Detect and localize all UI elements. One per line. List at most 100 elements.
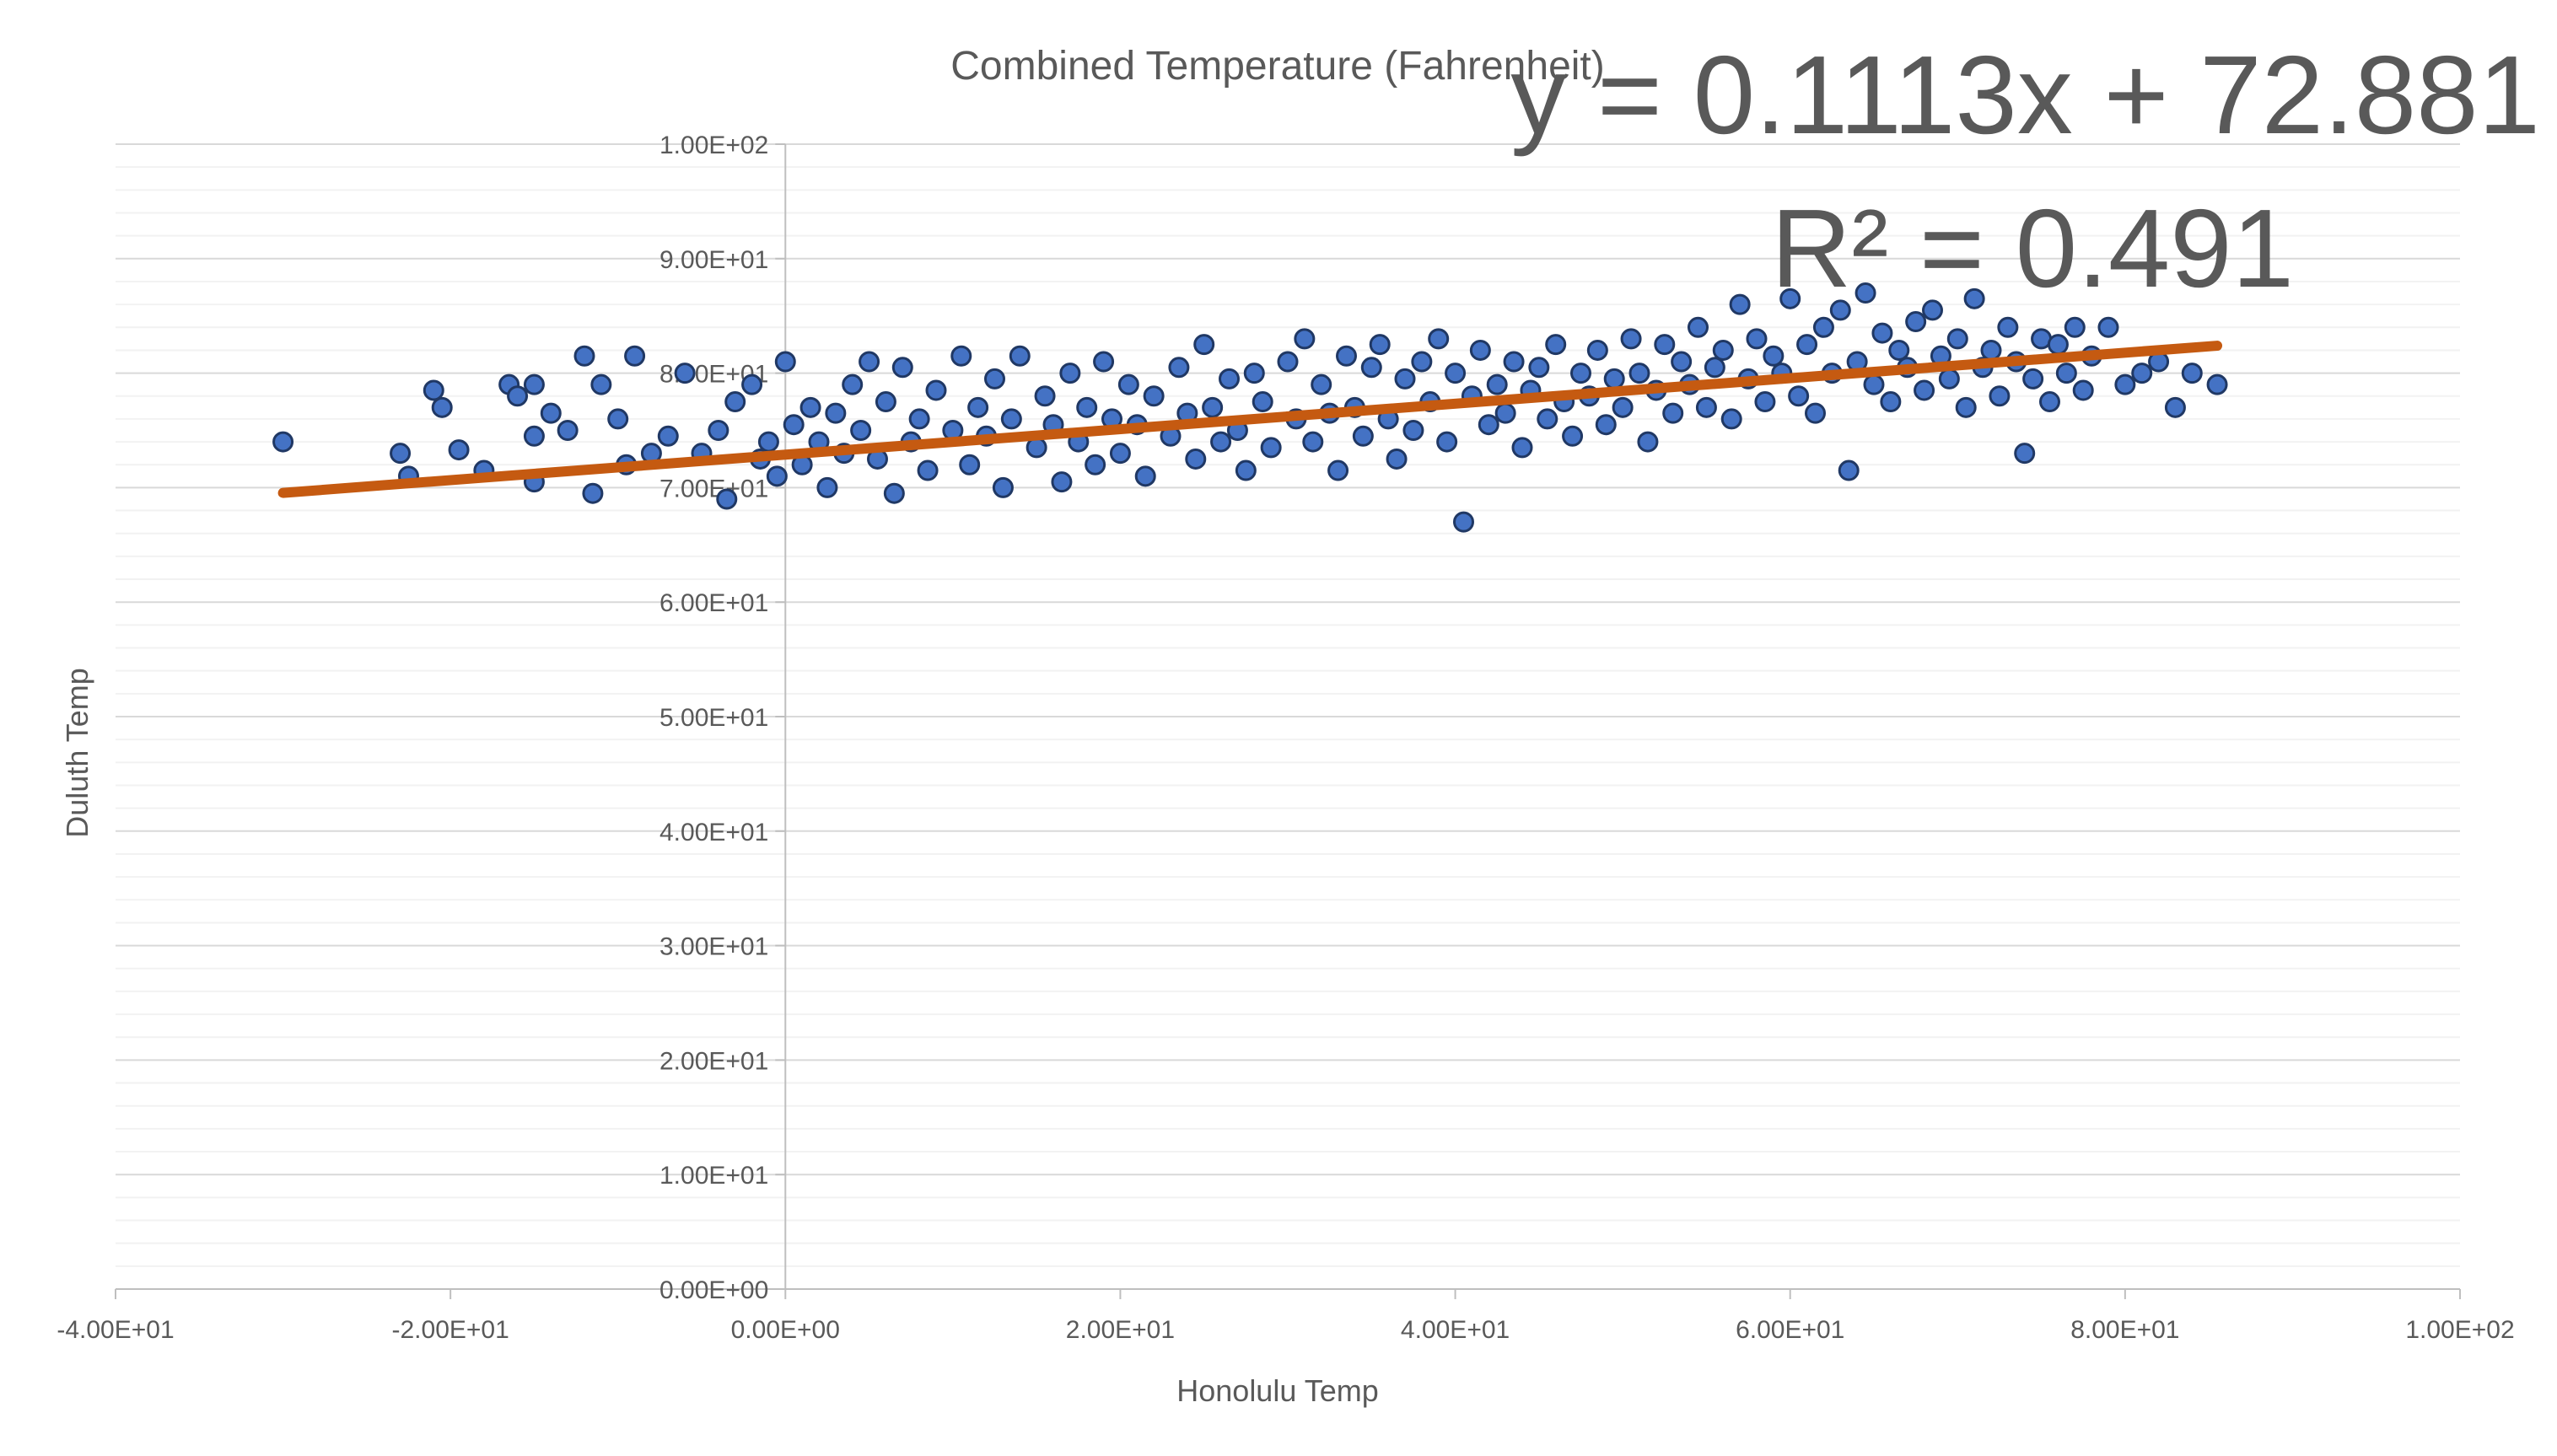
data-point	[1294, 328, 1316, 350]
data-point	[624, 345, 646, 367]
y-axis-ticks: 0.00E+00 1.00E+01 2.00E+01 3.00E+01 4.00E+01…	[659, 132, 786, 1304]
data-point	[1311, 373, 1332, 395]
data-point	[1688, 316, 1709, 338]
data-point	[1503, 351, 1525, 373]
data-point	[1327, 459, 1349, 481]
x-tick-label: -2.00E+01	[392, 1316, 509, 1344]
data-point	[1034, 385, 1056, 407]
data-point	[724, 391, 746, 413]
data-point	[1704, 357, 1725, 379]
data-point	[1637, 431, 1659, 453]
data-point	[875, 391, 896, 413]
data-point	[2114, 373, 2136, 395]
data-point	[842, 373, 864, 395]
x-tick-label: 1.00E+02	[2405, 1316, 2514, 1344]
data-point	[507, 385, 529, 407]
data-point	[2164, 396, 2186, 418]
data-point	[1586, 339, 1608, 361]
data-point	[1654, 334, 1676, 356]
data-point	[1134, 465, 1156, 487]
data-point	[1922, 299, 1943, 321]
data-point	[1277, 351, 1299, 373]
data-point	[908, 408, 930, 430]
data-point	[1720, 408, 1742, 430]
data-point	[1386, 448, 1408, 470]
data-point	[540, 402, 562, 424]
data-point	[1746, 328, 1768, 350]
data-point	[2181, 363, 2203, 384]
data-point	[2072, 379, 2094, 401]
data-point	[1352, 425, 1374, 447]
data-point	[1545, 334, 1567, 356]
data-point	[1980, 339, 2002, 361]
data-point	[917, 459, 939, 481]
x-tick-label: 6.00E+01	[1736, 1316, 1844, 1344]
data-point	[1562, 425, 1584, 447]
data-point	[1914, 379, 1935, 401]
data-point	[523, 425, 545, 447]
data-point	[825, 402, 847, 424]
data-point	[448, 439, 470, 461]
data-point	[1051, 471, 1073, 493]
y-tick-label: 5.00E+01	[659, 704, 768, 732]
data-point	[891, 357, 913, 379]
data-point	[1997, 316, 2019, 338]
data-point	[1193, 334, 1215, 356]
data-point	[1453, 511, 1474, 533]
data-point	[1938, 368, 1960, 390]
x-tick-label: 8.00E+01	[2070, 1316, 2179, 1344]
data-point	[523, 373, 545, 395]
data-point	[1871, 322, 1893, 344]
data-point	[1729, 293, 1751, 315]
data-point	[1712, 339, 1734, 361]
data-point	[1628, 363, 1650, 384]
x-axis-label: Honolulu Temp	[1176, 1373, 1378, 1408]
data-point	[1210, 431, 1232, 453]
data-point	[757, 431, 779, 453]
trendline	[277, 341, 2223, 498]
data-point	[2022, 368, 2044, 390]
data-point	[674, 363, 696, 384]
data-point	[1620, 328, 1642, 350]
data-point	[1838, 459, 1860, 481]
data-point	[1411, 351, 1433, 373]
data-point	[1394, 368, 1416, 390]
data-point	[1219, 368, 1240, 390]
data-point	[1494, 402, 1516, 424]
data-point	[816, 476, 838, 498]
data-point	[766, 465, 788, 487]
data-point	[1143, 385, 1165, 407]
x-tick-label: 2.00E+01	[1066, 1316, 1175, 1344]
data-point	[1805, 402, 1826, 424]
data-point	[1428, 328, 1450, 350]
data-point	[708, 420, 729, 441]
data-point	[1537, 408, 1558, 430]
data-point	[1402, 420, 1424, 441]
y-tick-label: 4.00E+01	[659, 819, 768, 846]
data-point	[2064, 316, 2086, 338]
data-point	[1888, 339, 1910, 361]
data-point	[1009, 345, 1031, 367]
data-point	[1445, 363, 1467, 384]
data-point	[925, 379, 947, 401]
data-point	[1336, 345, 1357, 367]
data-point	[774, 351, 796, 373]
data-point	[1085, 454, 1106, 475]
data-point	[1093, 351, 1115, 373]
data-point	[1788, 385, 1810, 407]
major-gridlines	[116, 143, 2460, 1176]
data-point	[1235, 459, 1257, 481]
data-point	[1905, 310, 1927, 332]
data-point	[590, 373, 612, 395]
data-point	[1662, 402, 1684, 424]
data-point	[1570, 363, 1591, 384]
data-point	[1963, 287, 1985, 309]
data-point	[272, 431, 294, 453]
data-point	[716, 488, 738, 510]
data-point	[2047, 334, 2069, 356]
data-point	[1955, 396, 1977, 418]
scatter-points	[272, 282, 2228, 533]
data-point	[1478, 414, 1499, 436]
data-point	[1486, 373, 1508, 395]
